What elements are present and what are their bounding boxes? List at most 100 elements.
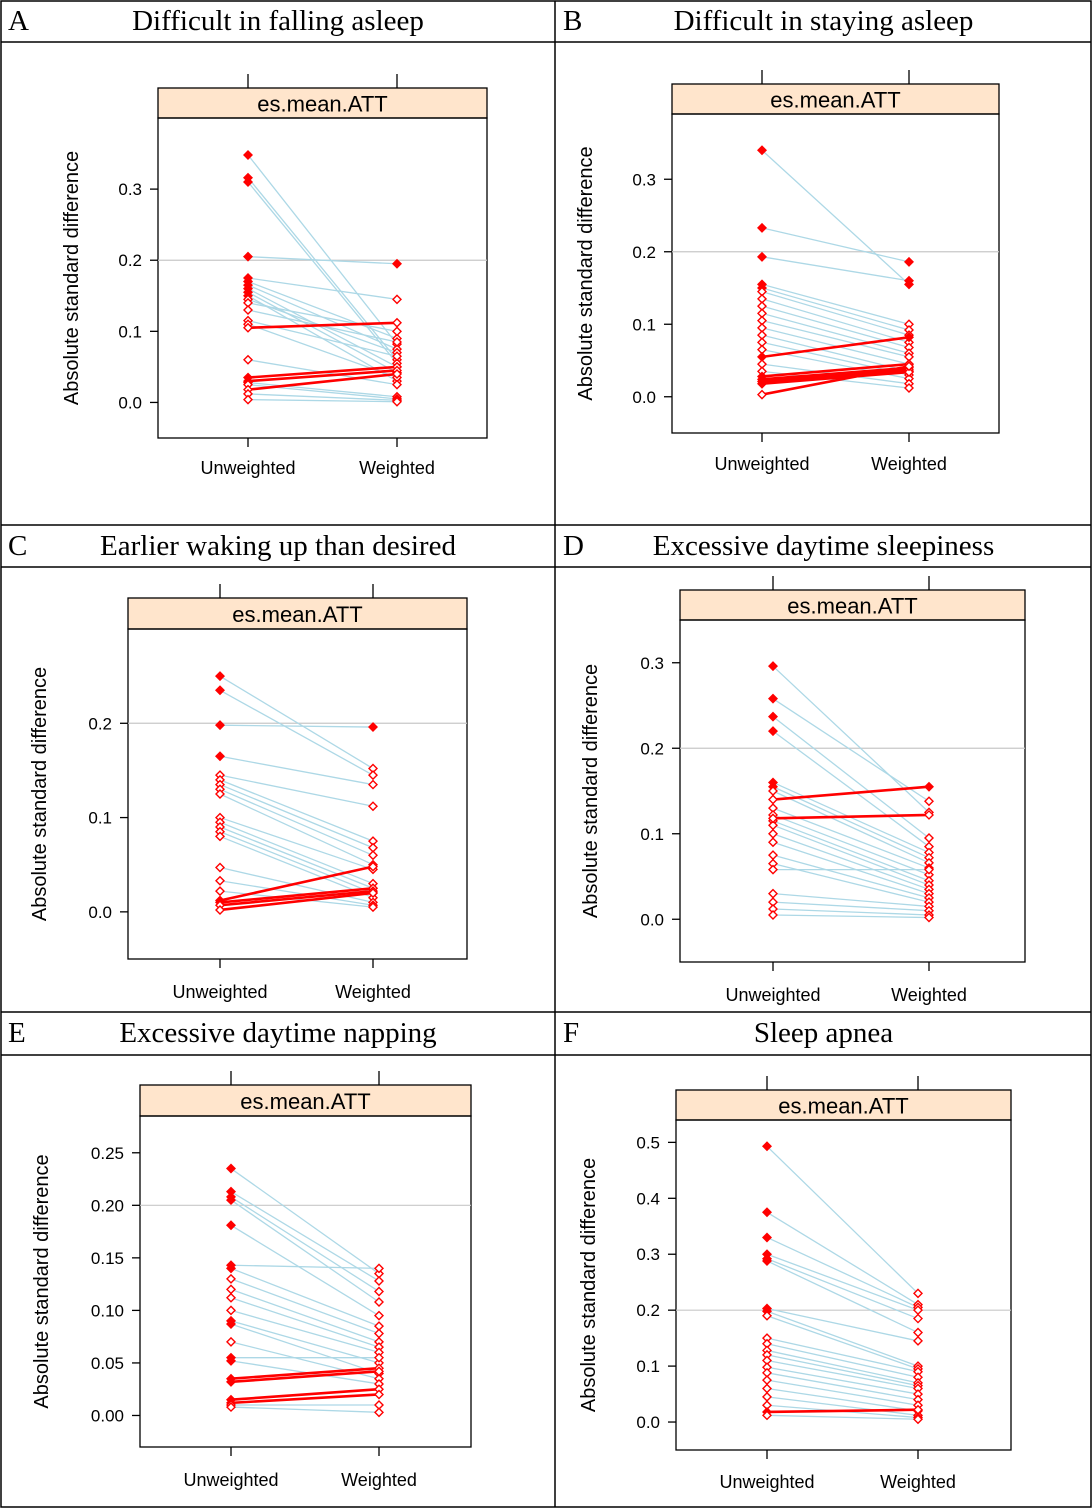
pair-line-decreased <box>766 1310 919 1367</box>
panel-d-letter: D <box>563 530 584 562</box>
y-tick-label: 0.2 <box>118 251 142 270</box>
pair-line-decreased <box>230 1323 380 1375</box>
pair-line-decreased <box>766 1315 919 1370</box>
point-open <box>215 904 225 915</box>
point-open <box>924 912 934 923</box>
point-open <box>768 864 778 875</box>
y-axis-label: Absolute standard difference <box>31 1154 53 1408</box>
strip-background <box>127 597 468 630</box>
y-tick-label: 0.20 <box>91 1196 124 1215</box>
pair-line-increased <box>230 1387 380 1402</box>
panel-a-letter: A <box>8 5 29 37</box>
panel-frame <box>139 1115 472 1448</box>
pair-line-decreased <box>247 393 398 401</box>
point-open <box>368 861 378 872</box>
pair-line-decreased <box>219 831 374 894</box>
point-filled <box>904 256 914 267</box>
pair-line-decreased <box>247 256 398 265</box>
pair-line-decreased <box>772 914 930 919</box>
pair-line-decreased <box>247 398 398 403</box>
point-open <box>913 1313 923 1324</box>
y-tick-label: 0.1 <box>88 809 112 828</box>
point-open <box>904 367 914 378</box>
y-tick-label: 0.0 <box>640 910 664 929</box>
point-open <box>913 1404 923 1415</box>
point-filled <box>226 1263 236 1274</box>
panel-e-header: E Excessive daytime napping <box>1 1013 555 1053</box>
pair-line-decreased <box>230 1224 380 1317</box>
pair-line-increased <box>761 365 910 396</box>
point-open <box>392 351 402 362</box>
point-filled <box>904 332 914 343</box>
strip-background <box>679 589 1026 621</box>
pair-line-decreased <box>772 841 930 895</box>
point-open <box>924 796 934 807</box>
point-filled <box>215 685 225 696</box>
pair-line-decreased <box>761 256 910 282</box>
point-filled <box>226 1163 236 1174</box>
panel-d-chart: es.mean.ATT 0.0 0.1 0.2 0.3 Absolute standard… <box>580 576 1026 1005</box>
y-tick-label: 0.2 <box>632 243 656 262</box>
y-tick-label: 0.00 <box>91 1406 124 1425</box>
pair-line-decreased <box>772 820 930 882</box>
pair-line-decreased <box>247 280 398 340</box>
pair-line-increased <box>247 369 398 383</box>
y-tick-label: 0.15 <box>91 1249 124 1268</box>
y-tick-label: 0.4 <box>636 1189 660 1208</box>
panel-c-header: C Earlier waking up than desired <box>1 526 555 566</box>
pair-line-decreased <box>766 1343 919 1378</box>
y-axis-label: Absolute standard difference <box>61 151 83 405</box>
point-filled <box>757 222 767 233</box>
pair-line-decreased <box>219 835 374 899</box>
panel-b-header: B Difficult in staying asleep <box>556 1 1091 41</box>
point-open <box>368 888 378 898</box>
point-open <box>368 850 378 861</box>
point-filled <box>762 1255 772 1266</box>
pair-line-decreased <box>772 790 930 864</box>
point-open <box>368 902 378 913</box>
point-filled <box>243 251 253 262</box>
pair-line-decreased <box>766 1337 919 1373</box>
point-open <box>392 379 402 390</box>
pair-line-increased <box>761 366 910 381</box>
x-tick-label: Weighted <box>335 982 411 1002</box>
y-tick-label: 0.05 <box>91 1354 124 1373</box>
pair-line-increased <box>772 785 930 801</box>
point-filled <box>768 693 778 704</box>
pair-line-decreased <box>230 1264 380 1270</box>
point-open <box>762 1410 772 1421</box>
pair-line-decreased <box>772 892 930 908</box>
panel-b-chart: es.mean.ATT 0.0 0.1 0.2 0.3 Absolute standard… <box>575 70 1000 474</box>
pair-line-decreased <box>219 689 374 776</box>
point-filled <box>768 711 778 722</box>
y-tick-label: 0.0 <box>632 388 656 407</box>
point-open <box>226 1292 236 1303</box>
pair-line-decreased <box>247 288 398 368</box>
pair-line-decreased <box>761 298 910 343</box>
point-open <box>243 305 253 315</box>
pair-line-decreased <box>772 854 930 899</box>
pair-line-decreased <box>247 154 398 345</box>
point-filled <box>226 1355 236 1366</box>
pair-line-increased <box>219 865 374 902</box>
pair-line-decreased <box>230 1191 380 1282</box>
pair-line-decreased <box>772 833 930 890</box>
x-tick-label: Unweighted <box>200 458 295 478</box>
point-filled <box>757 145 767 156</box>
x-tick-label: Unweighted <box>725 985 820 1005</box>
point-filled <box>226 1220 236 1231</box>
strip-label: es.mean.ATT <box>232 602 362 627</box>
pair-line-decreased <box>766 1396 919 1416</box>
point-open <box>374 1310 384 1321</box>
pair-line-decreased <box>772 730 930 848</box>
strip-label: es.mean.ATT <box>240 1089 370 1114</box>
pair-line-increased <box>766 1408 919 1414</box>
panel-a-title: Difficult in falling asleep <box>132 5 424 37</box>
point-open <box>904 383 914 394</box>
point-filled <box>226 1319 236 1330</box>
y-tick-label: 0.1 <box>640 825 664 844</box>
pair-line-decreased <box>766 1145 919 1294</box>
pair-line-decreased <box>766 1366 919 1395</box>
point-open <box>374 1275 384 1286</box>
